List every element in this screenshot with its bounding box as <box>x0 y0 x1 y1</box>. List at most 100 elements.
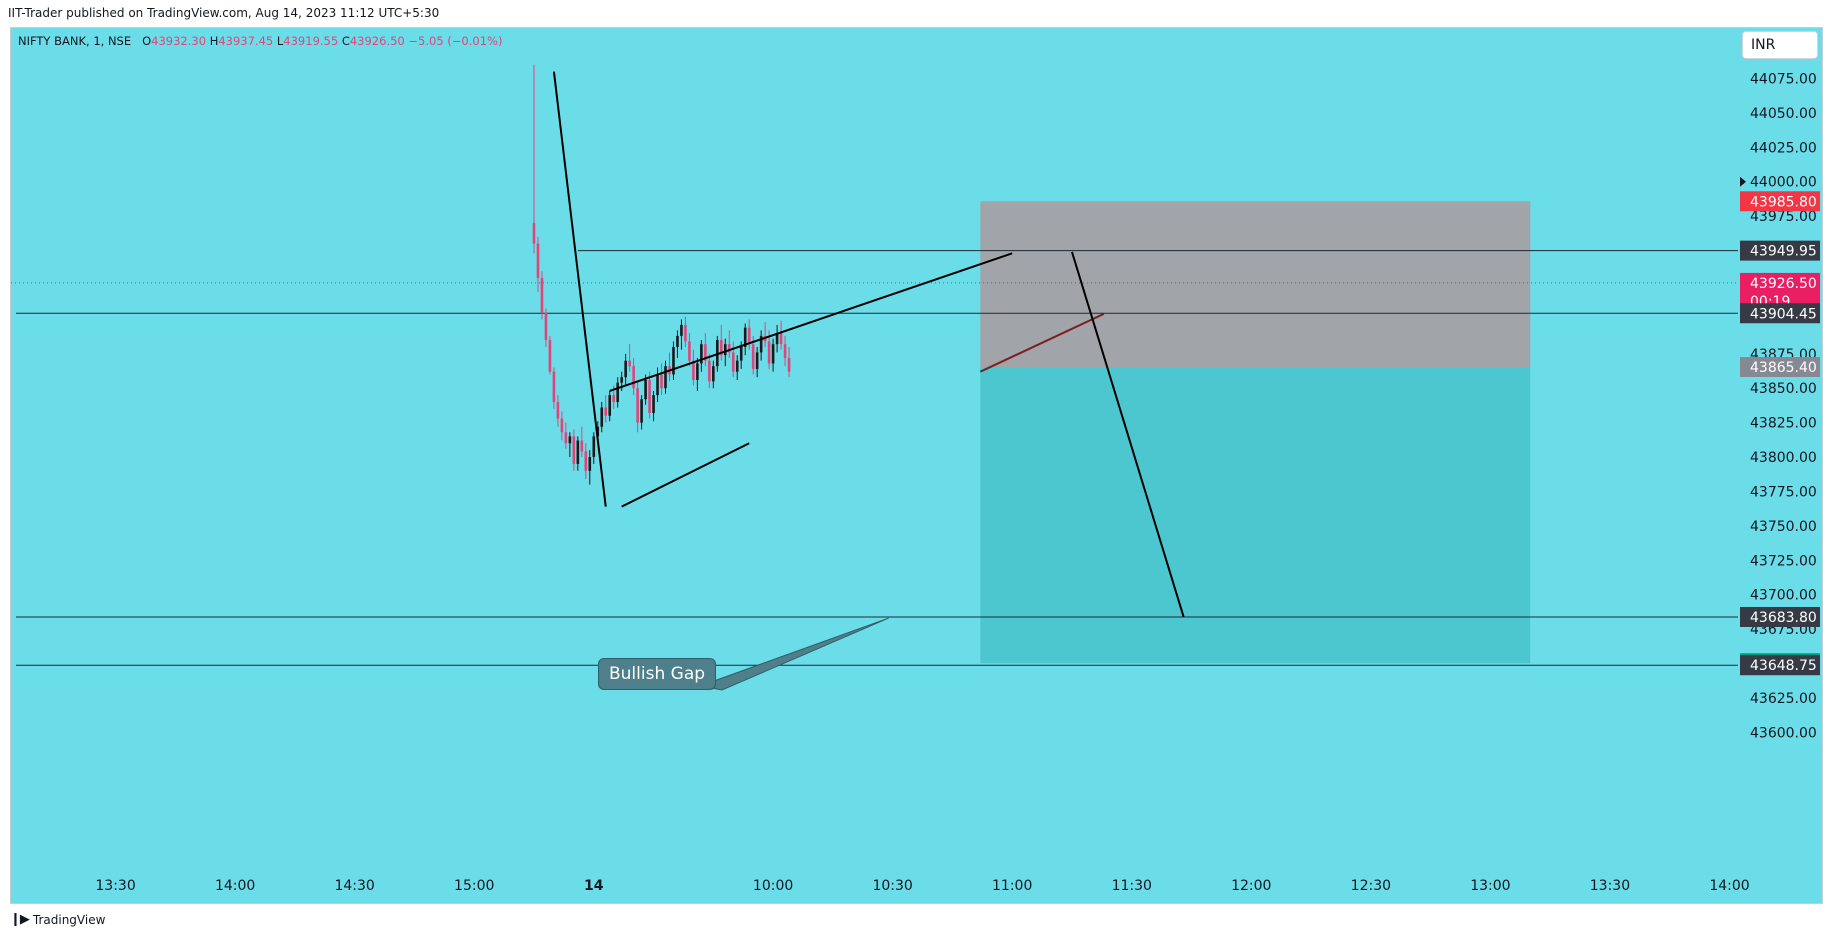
candle-body <box>636 388 639 423</box>
x-tick-label: 14 <box>584 878 604 894</box>
currency-selector[interactable]: INR <box>1742 31 1818 59</box>
candle-body <box>727 344 731 353</box>
candle-body <box>696 363 699 380</box>
price-badge-label: 43904.45 <box>1750 306 1817 322</box>
legend-low-label: L <box>276 34 284 48</box>
candle-body <box>572 436 576 464</box>
legend-close-label: C <box>341 34 350 48</box>
publisher-line: IIT-Trader published on TradingView.com,… <box>8 6 440 20</box>
candle-body <box>552 371 556 402</box>
annotation-pointer <box>698 617 889 691</box>
candle-body <box>576 440 580 464</box>
legend-symbol[interactable]: NIFTY BANK, 1, NSE <box>18 34 132 48</box>
candle-body <box>676 335 679 347</box>
candle-body <box>712 366 715 382</box>
y-tick-label: 43825.00 <box>1750 416 1817 432</box>
price-badge-3 <box>1740 303 1820 324</box>
price-badge-label: 43949.95 <box>1750 244 1817 260</box>
x-tick-label: 13:30 <box>95 878 135 894</box>
x-tick-label: 12:00 <box>1231 878 1271 894</box>
candle-body <box>548 340 552 372</box>
candle-body <box>628 360 631 367</box>
x-tick-label: 14:00 <box>215 878 255 894</box>
candle-body <box>604 407 608 416</box>
candle-body <box>759 335 763 353</box>
y-tick-label: 43725.00 <box>1750 553 1817 569</box>
price-badge-1 <box>1740 240 1820 261</box>
candle-body <box>620 377 623 383</box>
y-tick-label: 43850.00 <box>1750 381 1817 397</box>
candle-body <box>556 401 560 419</box>
candle-body <box>612 395 615 402</box>
y-tick-label: 44000.00 <box>1750 175 1817 191</box>
candle-body <box>664 366 667 389</box>
candle-body <box>536 243 540 279</box>
trend-line-4[interactable] <box>1071 251 1185 618</box>
candle-body <box>755 352 759 369</box>
x-tick-label: 11:30 <box>1112 878 1152 894</box>
stop-loss-zone[interactable] <box>980 201 1531 368</box>
candle-body <box>787 357 791 372</box>
candle-body <box>739 346 743 361</box>
y-tick-label: 44050.00 <box>1750 106 1817 122</box>
price-badge-4 <box>1740 357 1820 378</box>
legend-change: −5.05 (−0.01%) <box>408 34 503 48</box>
candle-body <box>751 344 755 369</box>
trend-line-0[interactable] <box>552 71 607 507</box>
y-tick-label: 43975.00 <box>1750 209 1817 225</box>
price-badge-7 <box>1740 655 1820 676</box>
trend-line-3[interactable] <box>979 312 1105 373</box>
candle-body <box>608 395 612 416</box>
candle-body <box>648 379 651 413</box>
candle-body <box>532 223 536 244</box>
candle-body <box>719 340 723 356</box>
candle-body <box>700 344 703 364</box>
price-badge-0 <box>1740 191 1820 212</box>
x-tick-label: 12:30 <box>1351 878 1391 894</box>
x-tick-label: 10:30 <box>872 878 912 894</box>
trend-line-1[interactable] <box>621 442 750 508</box>
candle-body <box>640 399 643 423</box>
candle-body <box>592 436 596 458</box>
trend-line-2[interactable] <box>609 252 1013 392</box>
footer-brand: TradingView <box>32 912 106 927</box>
candle-body <box>588 457 592 471</box>
y-tick-label: 43800.00 <box>1750 450 1817 466</box>
x-tick-label: 10:00 <box>753 878 793 894</box>
y-tick-label: 44075.00 <box>1750 72 1817 88</box>
footer: ❙▶ TradingView <box>10 912 105 927</box>
price-badge-label: 43985.80 <box>1750 194 1817 210</box>
x-tick-label: 14:00 <box>1709 878 1749 894</box>
tradingview-logo-icon: ❙▶ <box>10 912 30 927</box>
candle-body <box>771 344 775 364</box>
candle-body <box>632 366 635 389</box>
x-tick-label: 15:00 <box>454 878 494 894</box>
candle-body <box>775 333 779 345</box>
x-tick-label: 14:30 <box>334 878 374 894</box>
candle-body <box>783 344 787 358</box>
y-tick-label: 44025.00 <box>1750 140 1817 156</box>
y-tick-label: 43600.00 <box>1750 725 1817 741</box>
candle-body <box>660 374 663 389</box>
candle-body <box>540 278 544 313</box>
x-tick-label: 11:00 <box>992 878 1032 894</box>
legend-low-value: 43919.55 <box>283 34 339 48</box>
candle-body <box>723 344 727 356</box>
candle-body <box>564 432 568 444</box>
candle-body <box>644 379 647 400</box>
price-badge-label: 43683.80 <box>1750 610 1817 626</box>
legend-high-label: H <box>209 34 219 48</box>
candle-body <box>731 352 735 372</box>
bullish-gap-annotation[interactable]: Bullish Gap <box>598 658 717 690</box>
candle-body <box>580 440 584 452</box>
target-zone[interactable] <box>980 367 1531 664</box>
x-tick-label: 13:30 <box>1590 878 1630 894</box>
legend-open-value: 43932.30 <box>151 34 207 48</box>
candle-body <box>600 407 604 427</box>
candle-body <box>656 374 659 396</box>
x-tick-label: 13:00 <box>1470 878 1510 894</box>
candle-body <box>680 324 683 336</box>
candle-body <box>624 360 627 378</box>
price-badge-5 <box>1740 606 1820 627</box>
